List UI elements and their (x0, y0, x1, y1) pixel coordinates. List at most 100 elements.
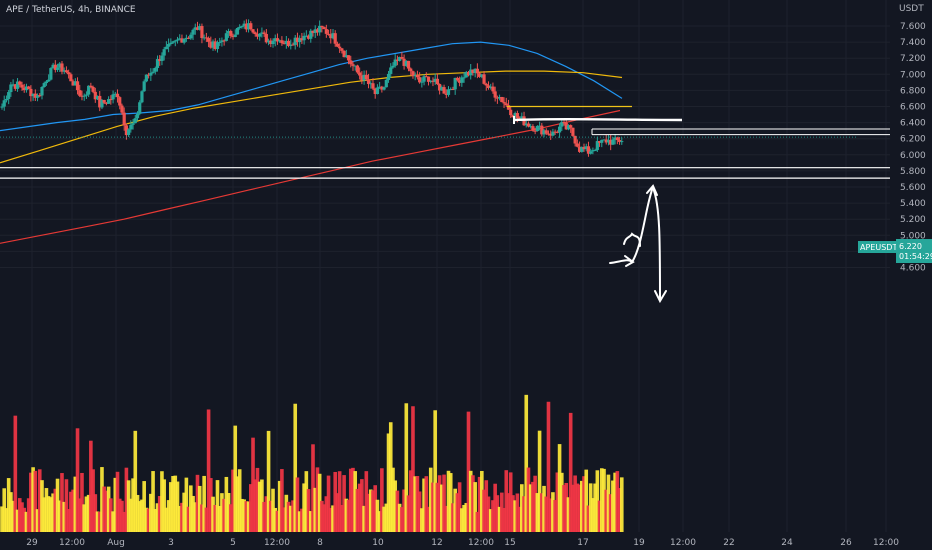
candle-body (362, 74, 366, 81)
user-drawings[interactable] (0, 105, 890, 304)
volume-bar (189, 485, 193, 532)
volume-bar (502, 507, 506, 532)
volume-bar (582, 476, 586, 532)
volume-bar (391, 467, 395, 532)
candle-body (611, 139, 615, 145)
volume-bar (446, 470, 451, 532)
volume-bar (493, 483, 497, 532)
candle-body (398, 57, 402, 61)
candle-body (29, 88, 33, 97)
candle-body (580, 147, 584, 152)
candle-body (586, 146, 591, 154)
volume-bar (184, 477, 189, 532)
candle-body (295, 37, 300, 43)
volume-bar (246, 501, 251, 532)
candle-body (391, 65, 395, 68)
candle-body (15, 81, 20, 89)
volume-bar (6, 478, 11, 532)
candle-body (246, 23, 251, 30)
price-badge-value: 6.220 (899, 242, 922, 251)
volume-bar (31, 467, 35, 532)
volume-bar (517, 506, 522, 532)
candle-body (258, 33, 262, 37)
hand-drawn-arrow (652, 187, 667, 304)
volume-bar (386, 433, 391, 532)
candle-body (577, 146, 582, 152)
price-tick-label: 7.200 (900, 54, 926, 64)
volume-bar (237, 469, 242, 532)
time-axis[interactable]: 29 12:00 Aug 3 5 12:00 8 10 12 12:00 15 17 19 12:00 22… (26, 538, 899, 548)
volume-bar (417, 491, 422, 532)
volume-bar (126, 480, 131, 532)
candle-body (315, 29, 320, 33)
volume-bar (388, 422, 393, 532)
volume-bar (282, 507, 286, 532)
candle-body (306, 35, 311, 39)
candle-body (389, 67, 393, 74)
volume-bar (426, 506, 431, 532)
volume-bar (606, 474, 611, 532)
price-axis[interactable]: USDT 7.600 7.400 7.200 7.000 6.800 6.600 6.400 6… (899, 4, 926, 274)
candle-body (153, 67, 157, 72)
moving-averages (0, 41, 623, 244)
volume-bar (229, 504, 233, 532)
candle-body (342, 50, 346, 58)
volume-bar (155, 503, 160, 532)
volume-bar (51, 493, 55, 532)
volume-bar (455, 493, 460, 532)
candle-body (253, 32, 257, 35)
volume-bar (193, 502, 198, 532)
volume-bar (253, 479, 258, 532)
volume-bar (617, 488, 622, 532)
candle-body (98, 95, 102, 108)
time-tick-label: 29 (26, 538, 38, 548)
volume-bar (515, 493, 520, 532)
volume-bar (200, 504, 204, 532)
volume-bar (260, 479, 264, 532)
volume-bar (451, 503, 455, 532)
volume-bar (20, 502, 24, 532)
volume-bar (524, 394, 529, 532)
volume-bar (297, 511, 302, 532)
time-tick-label: 12:00 (670, 538, 696, 548)
candle-body (42, 83, 46, 87)
candle-body (593, 150, 597, 152)
candle-body (298, 38, 302, 43)
candle-body (142, 81, 146, 92)
candle-body (53, 64, 57, 70)
candle-body (158, 59, 162, 61)
volume-bar (542, 485, 546, 532)
volume-bar (308, 511, 313, 532)
candle-body (229, 31, 233, 36)
volume-bar (40, 480, 44, 532)
volume-bar (257, 481, 262, 532)
volume-bar (400, 507, 404, 532)
volume-bar (377, 511, 382, 532)
volume-bar (544, 496, 549, 532)
candle-body (120, 105, 124, 113)
volume-bar (584, 469, 589, 532)
candle-body (171, 41, 175, 43)
candle-body (282, 43, 286, 45)
candle-body (320, 25, 324, 28)
candle-body (75, 81, 80, 91)
hand-drawn-line (513, 117, 683, 122)
candle-body (44, 81, 49, 84)
chart-title: APE / TetherUS, 4h, BINANCE (6, 5, 136, 15)
volume-bar (73, 476, 78, 532)
volume-bar (153, 509, 158, 532)
volume-bar (435, 482, 440, 532)
volume-bar (280, 469, 284, 532)
volume-bar (102, 486, 106, 532)
candle-body (22, 87, 26, 91)
candle-body (349, 60, 353, 65)
price-tick-label: 6.000 (900, 151, 926, 161)
candle-body (73, 81, 77, 86)
volume-bar (464, 502, 469, 532)
volume-bar (444, 505, 449, 532)
candle-body (382, 87, 386, 90)
candle-body (240, 26, 244, 28)
volume-bar (364, 471, 369, 532)
volume-bar (535, 493, 540, 532)
